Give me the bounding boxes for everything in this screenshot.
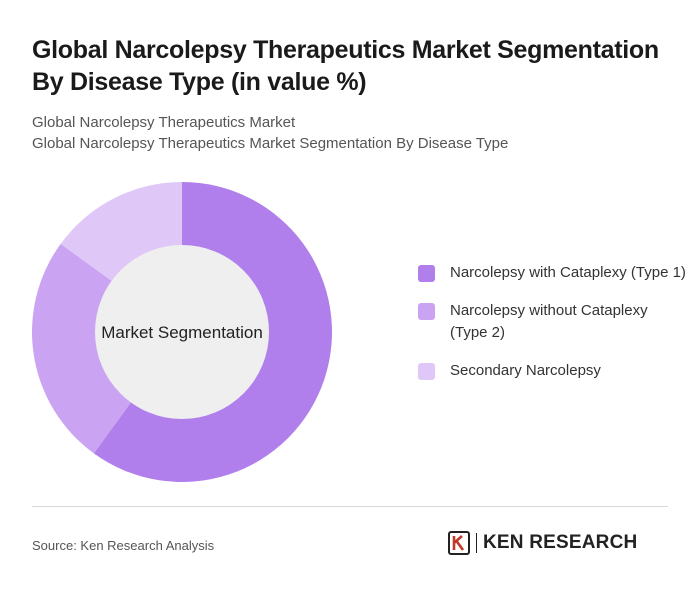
ken-research-logo-icon: [448, 531, 470, 555]
chart-subtitle-market: Global Narcolepsy Therapeutics Market: [32, 114, 296, 131]
donut-center: [95, 245, 269, 419]
center-label: Market Segmentation: [101, 323, 263, 342]
chart-legend: Narcolepsy with Cataplexy (Type 1) Narcol…: [418, 262, 688, 398]
donut-chart: Market Segmentation: [32, 182, 332, 482]
footer-divider: [32, 506, 668, 507]
source-note: Source: Ken Research Analysis: [32, 538, 215, 553]
brand-separator: [476, 533, 477, 553]
chart-subtitle-segmentation: Global Narcolepsy Therapeutics Market Se…: [32, 135, 509, 152]
chart-title: Global Narcolepsy Therapeutics Market Se…: [32, 36, 659, 96]
brand-name: KEN RESEARCH: [483, 532, 638, 553]
legend-swatch: [418, 363, 435, 380]
legend-swatch: [418, 303, 435, 320]
legend-item: Narcolepsy without Cataplexy (Type 2): [418, 300, 688, 344]
legend-label: Secondary Narcolepsy: [450, 362, 601, 379]
legend-item: Narcolepsy with Cataplexy (Type 1): [418, 262, 688, 284]
legend-label: Narcolepsy without Cataplexy (Type 2): [450, 302, 648, 341]
legend-label: Narcolepsy with Cataplexy (Type 1): [450, 264, 686, 281]
legend-item: Secondary Narcolepsy: [418, 360, 688, 382]
legend-swatch: [418, 265, 435, 282]
brand-logo: KEN RESEARCH: [448, 531, 637, 555]
